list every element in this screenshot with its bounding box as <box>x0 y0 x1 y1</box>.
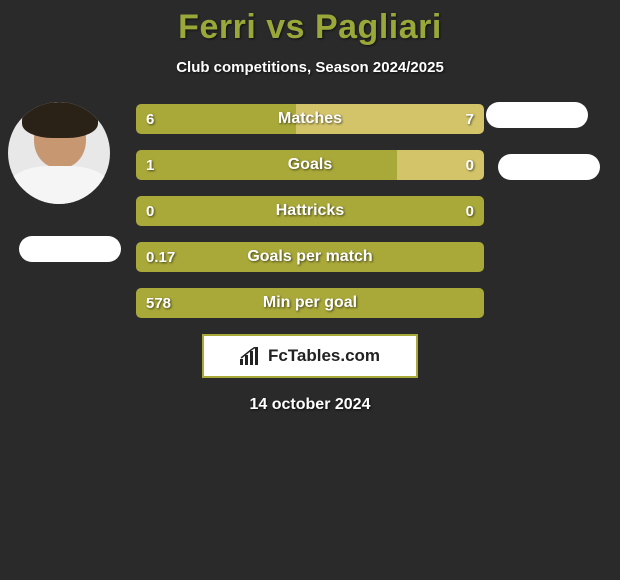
stat-right-value: 0 <box>466 150 474 180</box>
stat-bar-left <box>136 242 484 272</box>
stat-row-hattricks: 0 Hattricks 0 <box>136 196 484 226</box>
stat-left-value: 578 <box>146 288 171 318</box>
date-label: 14 october 2024 <box>0 396 620 414</box>
stat-bar-left <box>136 150 397 180</box>
stat-bar-left <box>136 288 484 318</box>
stat-row-goals: 1 Goals 0 <box>136 150 484 180</box>
player-right-avatar-placeholder <box>486 102 588 128</box>
stat-left-value: 0 <box>146 196 154 226</box>
stat-bar-left <box>136 104 296 134</box>
stat-row-matches: 6 Matches 7 <box>136 104 484 134</box>
stat-left-value: 0.17 <box>146 242 175 272</box>
player-left-avatar <box>8 102 110 204</box>
players-area: 6 Matches 7 1 Goals 0 0 Hattricks 0 <box>0 104 620 318</box>
stat-left-value: 1 <box>146 150 154 180</box>
source-logo-text: FcTables.com <box>268 346 380 366</box>
bar-chart-icon <box>240 347 262 365</box>
player-left-flag <box>19 236 121 262</box>
stat-right-value: 0 <box>466 196 474 226</box>
stat-bar-right <box>296 104 484 134</box>
page-title: Ferri vs Pagliari <box>0 8 620 47</box>
stat-row-min-per-goal: 578 Min per goal <box>136 288 484 318</box>
stat-row-goals-per-match: 0.17 Goals per match <box>136 242 484 272</box>
subtitle: Club competitions, Season 2024/2025 <box>0 59 620 76</box>
player-right-flag <box>498 154 600 180</box>
stats-table: 6 Matches 7 1 Goals 0 0 Hattricks 0 <box>136 104 484 318</box>
stat-bar-left <box>136 196 484 226</box>
source-logo: FcTables.com <box>202 334 418 378</box>
stat-right-value: 7 <box>466 104 474 134</box>
infographic-root: Ferri vs Pagliari Club competitions, Sea… <box>0 0 620 414</box>
stat-left-value: 6 <box>146 104 154 134</box>
